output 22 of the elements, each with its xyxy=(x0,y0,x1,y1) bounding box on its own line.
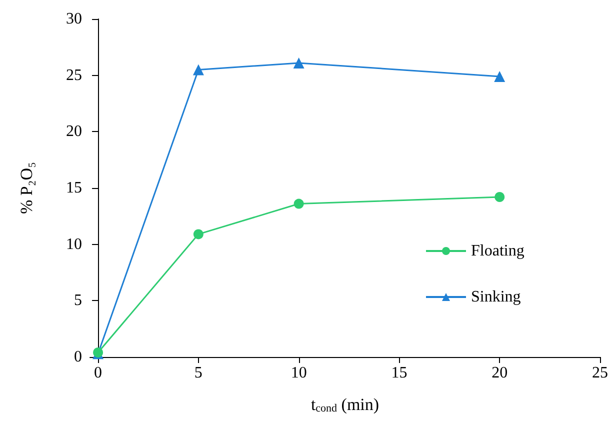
y-axis-title: % P₂O₅ xyxy=(17,162,36,214)
point xyxy=(192,64,204,76)
x-tick-label: 5 xyxy=(194,364,202,382)
y-tick-label: 15 xyxy=(66,180,82,196)
x-tick-label: 20 xyxy=(492,364,508,382)
x-tick-label: 0 xyxy=(94,364,102,382)
y-tick-label: 20 xyxy=(66,123,82,140)
point xyxy=(294,198,304,209)
x-tick-label: 25 xyxy=(592,364,608,382)
point xyxy=(193,229,204,240)
y-tick-label: 5 xyxy=(74,292,82,310)
x-tick-label: 15 xyxy=(391,364,408,382)
legend-label: Floating xyxy=(471,242,524,260)
y-tick-label: 25 xyxy=(66,66,82,84)
y-tick-label: 0 xyxy=(74,348,82,366)
point xyxy=(494,70,506,82)
y-tick-label: 10 xyxy=(66,236,82,253)
y-tick-label: 30 xyxy=(66,10,82,28)
point xyxy=(494,192,505,202)
point xyxy=(293,57,304,68)
x-tick-label: 10 xyxy=(290,364,307,382)
legend-label: Sinking xyxy=(471,288,521,306)
